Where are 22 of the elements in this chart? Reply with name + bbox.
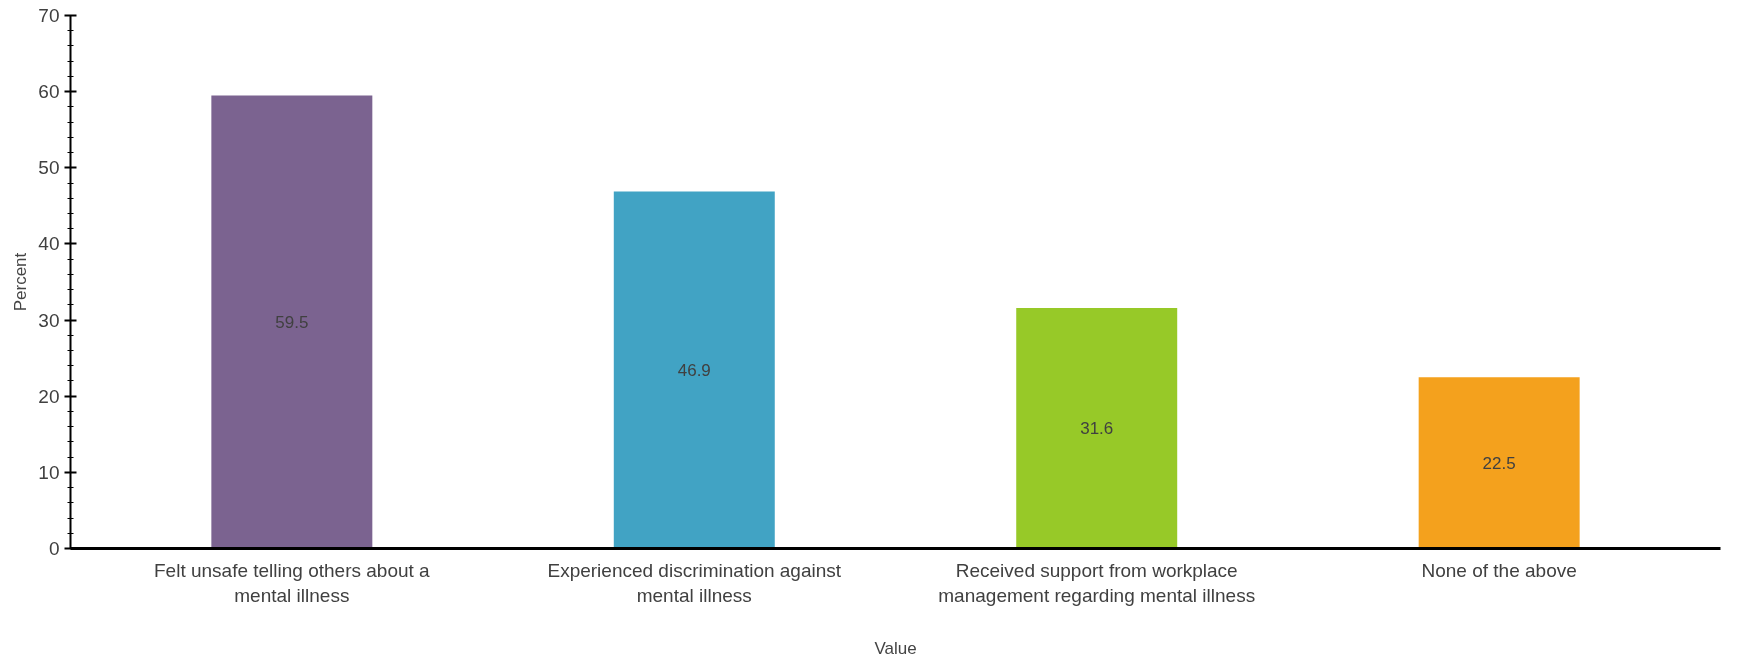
data-label: 59.5 bbox=[275, 312, 309, 332]
y-tick-label: 70 bbox=[38, 5, 60, 26]
y-tick-label: 0 bbox=[48, 538, 60, 559]
y-axis-title: Percent bbox=[11, 252, 31, 312]
data-label: 31.6 bbox=[1080, 419, 1114, 439]
bar bbox=[1418, 377, 1580, 549]
bar bbox=[211, 95, 373, 549]
x-tick-label: Received support from workplace management regarding mental illness bbox=[938, 559, 1256, 606]
data-label: 46.9 bbox=[677, 360, 711, 380]
y-tick-label: 20 bbox=[38, 385, 60, 407]
y-tick-label: 30 bbox=[38, 309, 60, 331]
x-axis-title: Value bbox=[874, 638, 917, 658]
data-label: 22.5 bbox=[1482, 453, 1516, 473]
bar bbox=[1016, 307, 1178, 549]
x-tick-label: Felt unsafe telling others about a mental illness bbox=[154, 559, 431, 606]
x-tick-label: None of the above bbox=[1421, 559, 1577, 581]
y-tick-label: 50 bbox=[38, 157, 60, 179]
y-tick-label: 10 bbox=[38, 461, 60, 483]
x-tick-label: Experienced discrimination against mental illness bbox=[547, 559, 842, 606]
bar bbox=[613, 191, 775, 549]
y-tick-label: 60 bbox=[38, 81, 60, 103]
y-tick-label: 40 bbox=[38, 233, 60, 255]
